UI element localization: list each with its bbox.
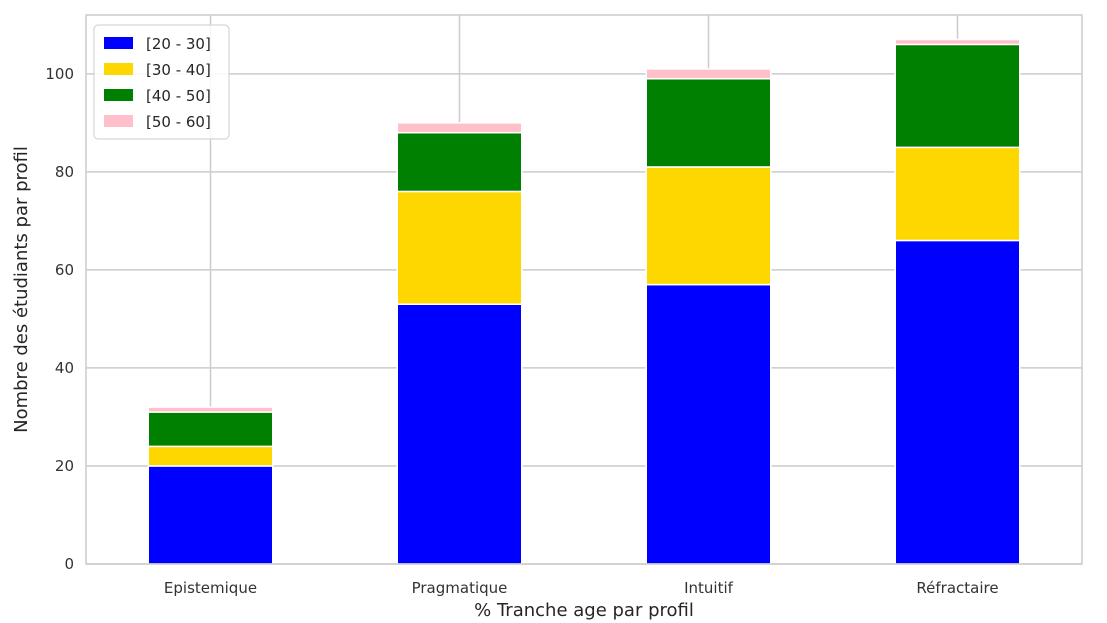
legend-swatch	[104, 115, 133, 127]
y-tick-label: 80	[55, 163, 74, 181]
y-tick-label: 60	[55, 261, 74, 279]
bar-segment	[147, 445, 274, 467]
y-tick-label: 0	[64, 555, 74, 573]
bars	[147, 38, 1021, 565]
x-tick-label: Intuitif	[684, 579, 734, 597]
x-tick-label: Réfractaire	[916, 579, 998, 597]
legend-label: [30 - 40]	[146, 61, 211, 79]
bar-segment	[645, 283, 772, 565]
bar-segment	[894, 146, 1021, 242]
legend-swatch	[104, 89, 133, 101]
bar-segment	[396, 131, 523, 193]
y-axis-title: Nombre des étudiants par profil	[11, 146, 32, 433]
legend-label: [20 - 30]	[146, 35, 211, 53]
legend-swatch	[104, 63, 133, 75]
legend: [20 - 30] [30 - 40] [40 - 50] [50 - 60]	[93, 24, 230, 140]
plot-frame	[85, 14, 1083, 565]
y-tick-label: 40	[55, 359, 74, 377]
bar-segment	[396, 303, 523, 565]
bar-segment	[645, 166, 772, 286]
bar-segment	[894, 43, 1021, 149]
bar-segment	[894, 239, 1021, 565]
x-tick-label: Pragmatique	[412, 579, 508, 597]
legend-box	[93, 24, 230, 140]
y-tick-label: 100	[45, 65, 74, 83]
x-tick-label: Epistemique	[164, 579, 257, 597]
bar-segment	[147, 411, 274, 448]
bar-segment	[645, 77, 772, 168]
tick-labels: 0 20 40 60 80 100 Epistemique Pragmatique Intuit…	[45, 65, 998, 597]
legend-label: [40 - 50]	[146, 87, 211, 105]
legend-label: [50 - 60]	[146, 113, 211, 131]
bar-segment	[147, 406, 274, 413]
bar-segment	[645, 68, 772, 80]
x-axis-title: % Tranche age par profil	[474, 600, 694, 621]
bar-segment	[894, 38, 1021, 46]
bar-segment	[396, 190, 523, 305]
legend-swatch	[104, 37, 133, 49]
axes	[85, 14, 1083, 565]
y-tick-label: 20	[55, 457, 74, 475]
bar-segment	[147, 465, 274, 565]
bar-segment	[396, 122, 523, 134]
